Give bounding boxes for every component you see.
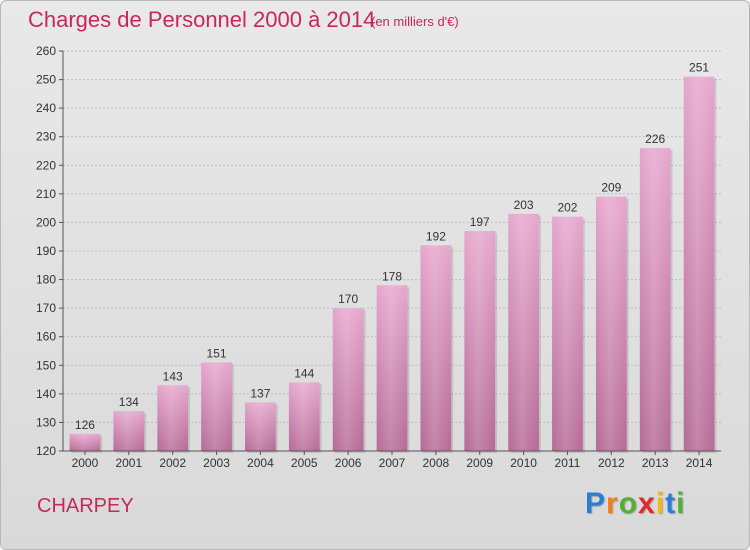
logo-letter: i [655, 487, 666, 520]
bar-highlight [69, 433, 101, 451]
value-label: 209 [601, 181, 621, 195]
chart-subtitle: (en milliers d'€) [371, 14, 459, 29]
x-tick-label: 2006 [335, 456, 362, 470]
x-tick-label: 2001 [115, 456, 142, 470]
proxiti-logo: Proxiti [585, 487, 685, 521]
x-tick-label: 2012 [598, 456, 625, 470]
value-label: 151 [207, 346, 227, 360]
y-tick-label: 170 [36, 301, 56, 315]
x-tick-label: 2003 [203, 456, 230, 470]
value-label: 192 [426, 229, 446, 243]
x-tick-label: 2007 [379, 456, 406, 470]
x-tick-label: 2011 [555, 456, 581, 470]
logo-letter: r [606, 487, 619, 520]
y-tick-label: 200 [36, 215, 56, 229]
bar-highlight [683, 76, 715, 451]
logo-letter: t [665, 487, 677, 520]
logo-letter: P [585, 487, 607, 520]
x-tick-label: 2014 [686, 456, 713, 470]
y-tick-label: 210 [36, 187, 56, 201]
bar-highlight [201, 362, 232, 451]
y-tick-label: 130 [36, 415, 56, 429]
bar-highlight [420, 245, 452, 451]
x-tick-label: 2008 [423, 456, 450, 470]
value-label: 126 [75, 418, 95, 432]
y-tick-label: 220 [36, 158, 56, 172]
y-tick-label: 190 [36, 244, 56, 258]
value-label: 197 [470, 215, 490, 229]
bar-highlight [595, 196, 627, 451]
value-label: 134 [119, 395, 139, 409]
bar-highlight [552, 216, 583, 451]
x-tick-label: 2004 [247, 456, 274, 470]
x-tick-label: 2000 [72, 456, 99, 470]
x-tick-label: 2010 [510, 456, 537, 470]
y-tick-label: 240 [36, 101, 56, 115]
bar-highlight [464, 231, 496, 451]
y-tick-label: 140 [36, 387, 56, 401]
x-tick-label: 2009 [466, 456, 493, 470]
bar-highlight [157, 385, 189, 451]
logo-letter: i [676, 487, 686, 520]
y-tick-label: 180 [36, 273, 56, 287]
bar-highlight [508, 213, 539, 451]
value-label: 178 [382, 269, 402, 283]
logo-letter: o [618, 487, 639, 520]
chart-title: Charges de Personnel 2000 à 2014 [28, 7, 376, 32]
value-label: 143 [163, 369, 183, 383]
x-tick-label: 2002 [159, 456, 186, 470]
logo-letter: x [638, 487, 656, 520]
y-tick-label: 230 [36, 130, 56, 144]
x-tick-label: 2013 [642, 456, 669, 470]
bar-highlight [245, 402, 276, 451]
value-label: 251 [689, 61, 709, 75]
bar-highlight [639, 148, 671, 451]
y-tick-label: 250 [36, 73, 56, 87]
y-tick-label: 160 [36, 330, 56, 344]
value-label: 202 [557, 201, 577, 215]
commune-name: CHARPEY [37, 495, 134, 517]
bar-highlight [288, 382, 320, 451]
value-label: 137 [250, 386, 270, 400]
y-tick-label: 260 [36, 44, 56, 58]
bar-highlight [376, 285, 408, 451]
value-label: 226 [645, 132, 665, 146]
bar-highlight [332, 308, 364, 451]
y-tick-label: 150 [36, 358, 56, 372]
y-tick-label: 120 [36, 444, 56, 458]
value-label: 170 [338, 292, 358, 306]
bar-highlight [113, 411, 145, 451]
value-label: 144 [294, 366, 314, 380]
x-tick-label: 2005 [291, 456, 318, 470]
value-label: 203 [514, 198, 534, 212]
